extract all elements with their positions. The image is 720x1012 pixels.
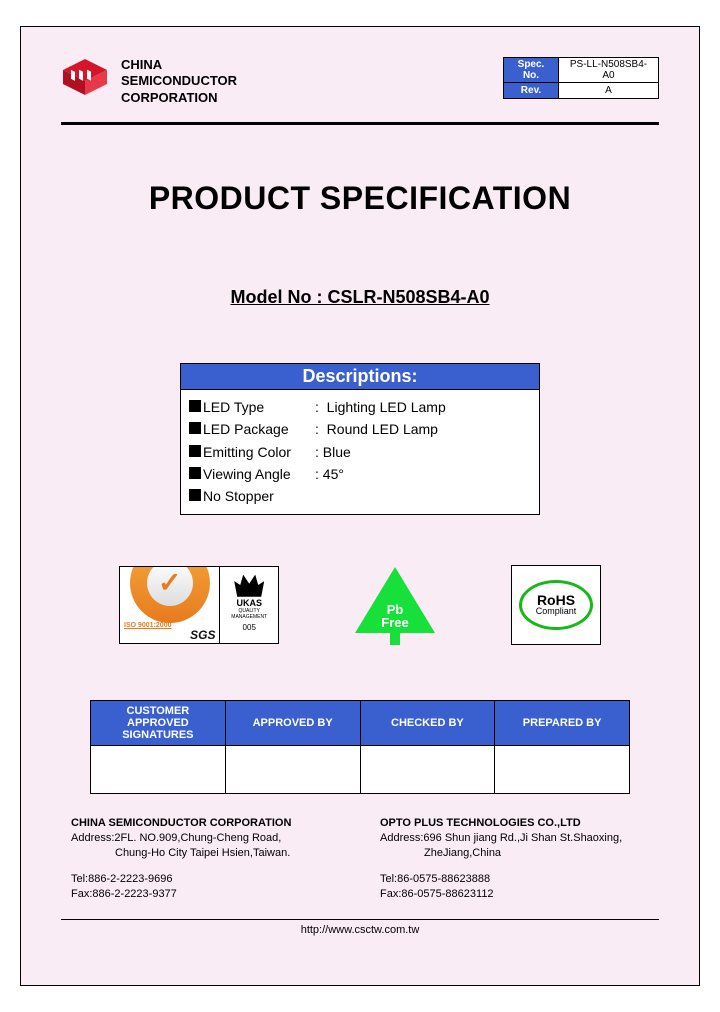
company-name: CHINA SEMICONDUCTOR CORPORATION [121, 57, 237, 106]
tel: Tel:886-2-2223-9696 [71, 872, 340, 887]
sgs-badge: ✓ ISO 9001:2000 SGS UKAS QUALITY MANAGEM… [119, 566, 279, 644]
descriptions-heading: Descriptions: [181, 364, 539, 390]
company-logo-icon [61, 57, 109, 97]
company-name-footer: OPTO PLUS TECHNOLOGIES CO.,LTD [380, 816, 649, 831]
sig-cell [495, 745, 630, 793]
company-line2: SEMICONDUCTOR [121, 73, 237, 89]
header-left: CHINA SEMICONDUCTOR CORPORATION [61, 57, 237, 106]
sig-header-prepared: PREPARED BY [495, 700, 630, 745]
ukas-section: UKAS QUALITY MANAGEMENT 005 [220, 567, 278, 643]
desc-row: LED Package: Round LED Lamp [189, 418, 531, 440]
ukas-number: 005 [243, 623, 256, 632]
spec-table: Spec. No. PS-LL-N508SB4-A0 Rev. A [503, 57, 659, 99]
sig-cell [360, 745, 495, 793]
pbfree-text: PbFree [355, 603, 435, 630]
address-line: ZheJiang,China [380, 846, 649, 861]
sig-cell [225, 745, 360, 793]
spec-no-value: PS-LL-N508SB4-A0 [559, 58, 659, 83]
check-icon: ✓ [158, 567, 181, 600]
ukas-text: UKAS [236, 599, 262, 608]
address-left: CHINA SEMICONDUCTOR CORPORATION Address:… [71, 816, 340, 903]
fax: Fax:86-0575-88623112 [380, 887, 649, 902]
address-zone: CHINA SEMICONDUCTOR CORPORATION Address:… [71, 816, 649, 903]
descriptions-body: LED Type: Lighting LED Lamp LED Package:… [181, 390, 539, 514]
address-line: Address:2FL. NO.909,Chung-Cheng Road, [71, 831, 340, 846]
header-rule [61, 122, 659, 125]
header: CHINA SEMICONDUCTOR CORPORATION Spec. No… [61, 57, 659, 118]
sig-header-approved: APPROVED BY [225, 700, 360, 745]
desc-row: No Stopper [189, 485, 531, 507]
sig-header-customer: CUSTOMER APPROVED SIGNATURES [91, 700, 226, 745]
footer-url: http://www.csctw.com.tw [61, 924, 659, 936]
desc-row: LED Type: Lighting LED Lamp [189, 396, 531, 418]
crown-icon [234, 571, 264, 597]
rohs-compliant: Compliant [536, 607, 577, 616]
sgs-left: ✓ ISO 9001:2000 SGS [120, 567, 220, 643]
desc-row: Viewing Angle: 45° [189, 463, 531, 485]
fax: Fax:886-2-2223-9377 [71, 887, 340, 902]
company-name-footer: CHINA SEMICONDUCTOR CORPORATION [71, 816, 340, 831]
pbfree-badge-icon: PbFree [355, 565, 435, 645]
rev-value: A [559, 83, 659, 99]
sgs-text: SGS [190, 628, 215, 642]
address-line: Chung-Ho City Taipei Hsien,Taiwan. [71, 846, 340, 861]
ukas-subtext: QUALITY MANAGEMENT [222, 608, 276, 620]
rohs-text: RoHS [537, 593, 575, 608]
certification-badges: ✓ ISO 9001:2000 SGS UKAS QUALITY MANAGEM… [81, 565, 639, 645]
rev-label: Rev. [504, 83, 559, 99]
document-page: CHINA SEMICONDUCTOR CORPORATION Spec. No… [20, 26, 700, 986]
tel: Tel:86-0575-88623888 [380, 872, 649, 887]
sig-header-checked: CHECKED BY [360, 700, 495, 745]
rohs-oval-icon: RoHS Compliant [519, 580, 593, 630]
company-line3: CORPORATION [121, 90, 237, 106]
company-line1: CHINA [121, 57, 237, 73]
address-line: Address:696 Shun jiang Rd.,Ji Shan St.Sh… [380, 831, 649, 846]
rohs-badge: RoHS Compliant [511, 565, 601, 645]
desc-row: Emitting Color: Blue [189, 441, 531, 463]
descriptions-box: Descriptions: LED Type: Lighting LED Lam… [180, 363, 540, 515]
model-number: Model No : CSLR-N508SB4-A0 [61, 287, 659, 308]
signature-table: CUSTOMER APPROVED SIGNATURES APPROVED BY… [90, 700, 630, 794]
page-title: PRODUCT SPECIFICATION [61, 180, 659, 217]
footer-rule [61, 919, 659, 920]
address-right: OPTO PLUS TECHNOLOGIES CO.,LTD Address:6… [380, 816, 649, 903]
spec-no-label: Spec. No. [504, 58, 559, 83]
sig-cell [91, 745, 226, 793]
sgs-iso-text: ISO 9001:2000 [124, 622, 171, 629]
